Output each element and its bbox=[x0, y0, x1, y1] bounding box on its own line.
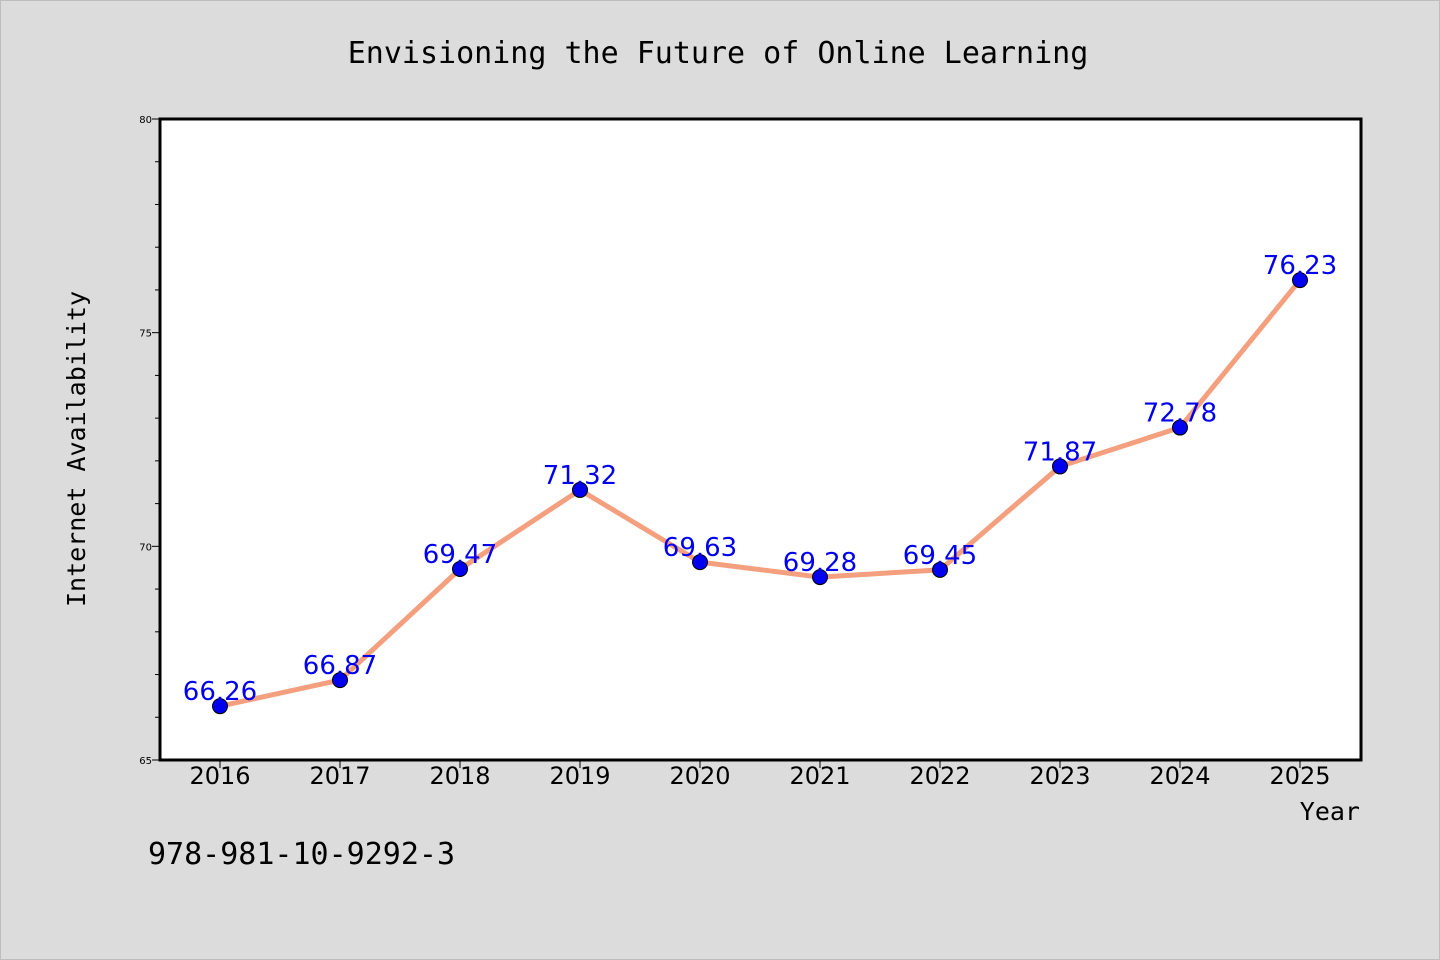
data-point bbox=[1052, 458, 1068, 475]
data-label: 69.28 bbox=[783, 548, 857, 578]
data-label: 69.45 bbox=[903, 541, 977, 571]
x-tick-label: 2025 bbox=[1269, 762, 1330, 790]
plot-border bbox=[158, 117, 1363, 762]
x-tick-label: 2020 bbox=[669, 762, 730, 790]
x-tick-label: 2023 bbox=[1029, 762, 1090, 790]
y-tick-label: 75 bbox=[139, 329, 152, 340]
data-point bbox=[1172, 419, 1188, 436]
data-point bbox=[812, 569, 828, 586]
x-tick-label: 2022 bbox=[909, 762, 970, 790]
data-point bbox=[212, 698, 228, 715]
data-point bbox=[692, 554, 708, 571]
data-label: 71.32 bbox=[543, 461, 617, 491]
y-tick-label: 80 bbox=[139, 115, 152, 126]
data-labels: 66.26 66.87 69.47 71.32 69.63 69.28 69.45 71.87… bbox=[183, 251, 1337, 707]
data-label: 69.47 bbox=[423, 540, 497, 570]
y-tick-label: 65 bbox=[139, 756, 152, 767]
data-label: 69.63 bbox=[663, 533, 737, 563]
y-axis: 65 70 75 80 bbox=[139, 115, 160, 767]
x-tick-label: 2024 bbox=[1149, 762, 1210, 790]
plot-area bbox=[160, 119, 1361, 760]
data-point bbox=[452, 560, 468, 577]
data-markers bbox=[212, 272, 1308, 715]
data-point bbox=[332, 672, 348, 689]
series-line bbox=[217, 277, 1303, 709]
data-point bbox=[1292, 272, 1308, 289]
data-label: 72.78 bbox=[1143, 399, 1217, 429]
data-label: 71.87 bbox=[1023, 437, 1097, 467]
chart-title: Envisioning the Future of Online Learnin… bbox=[348, 36, 1089, 71]
x-tick-label: 2019 bbox=[549, 762, 610, 790]
data-label: 76.23 bbox=[1263, 251, 1337, 281]
x-axis-label: Year bbox=[1300, 797, 1360, 826]
x-tick-label: 2018 bbox=[429, 762, 490, 790]
data-point bbox=[932, 561, 948, 578]
isbn-text: 978-981-10-9292-3 bbox=[148, 837, 455, 872]
data-point bbox=[572, 481, 588, 498]
y-axis-label: Internet Availability bbox=[62, 291, 91, 607]
x-tick-label: 2021 bbox=[789, 762, 850, 790]
x-axis: 2016 2017 2018 2019 2020 2021 2022 2023 2024 2025 bbox=[189, 760, 1331, 790]
x-tick-label: 2017 bbox=[309, 762, 370, 790]
y-tick-label: 70 bbox=[139, 542, 152, 553]
data-label: 66.87 bbox=[303, 651, 377, 681]
data-label: 66.26 bbox=[183, 677, 257, 707]
x-tick-label: 2016 bbox=[189, 762, 250, 790]
